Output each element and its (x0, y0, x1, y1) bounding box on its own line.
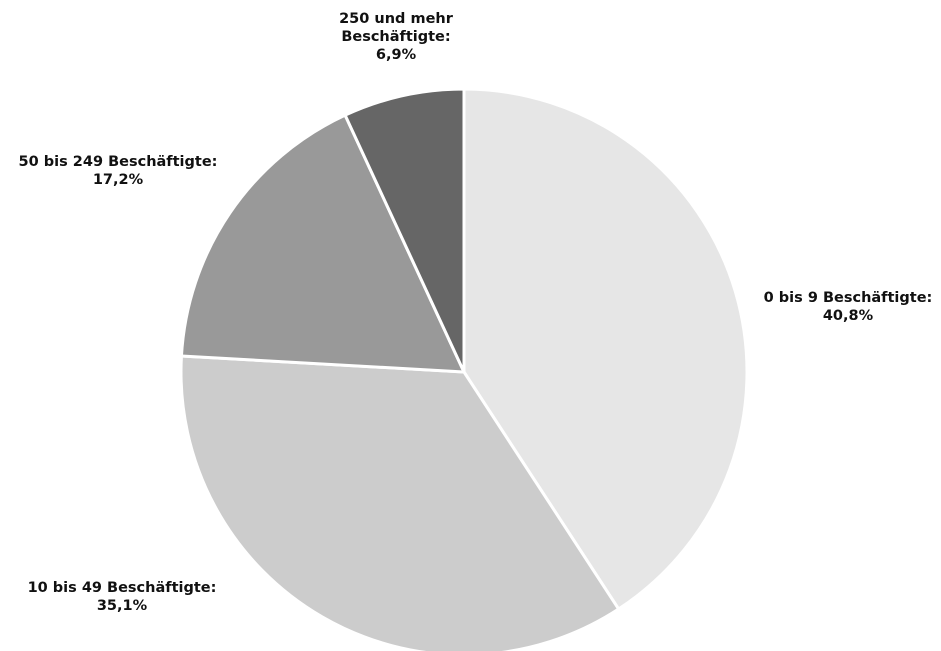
slice-category-label: 10 bis 49 Beschäftigte: (28, 580, 217, 596)
slice-label-50-249: 50 bis 249 Beschäftigte: 17,2% (19, 154, 218, 188)
slice-value-label: 35,1% (97, 598, 148, 614)
slice-value-label: 40,8% (823, 308, 874, 324)
pie-slice-50-249 (179, 113, 466, 374)
slice-label-10-49: 10 bis 49 Beschäftigte: 35,1% (28, 580, 217, 614)
pie-slice-10-49 (179, 354, 621, 651)
pie-slice-250-plus (343, 87, 466, 374)
slice-category-label: Beschäftigte: (341, 29, 450, 45)
slice-category-label: 250 und mehr (339, 11, 454, 27)
pie-labels: 0 bis 9 Beschäftigte: 40,8% 10 bis 49 Besc… (19, 11, 933, 614)
slice-value-label: 6,9% (376, 47, 417, 63)
pie-slices (179, 87, 749, 651)
slice-category-label: 0 bis 9 Beschäftigte: (764, 290, 933, 306)
slice-label-0-9: 0 bis 9 Beschäftigte: 40,8% (764, 290, 933, 324)
slice-value-label: 17,2% (93, 172, 144, 188)
slice-category-label: 50 bis 249 Beschäftigte: (19, 154, 218, 170)
slice-label-250-plus: 250 und mehr Beschäftigte: 6,9% (339, 11, 454, 63)
